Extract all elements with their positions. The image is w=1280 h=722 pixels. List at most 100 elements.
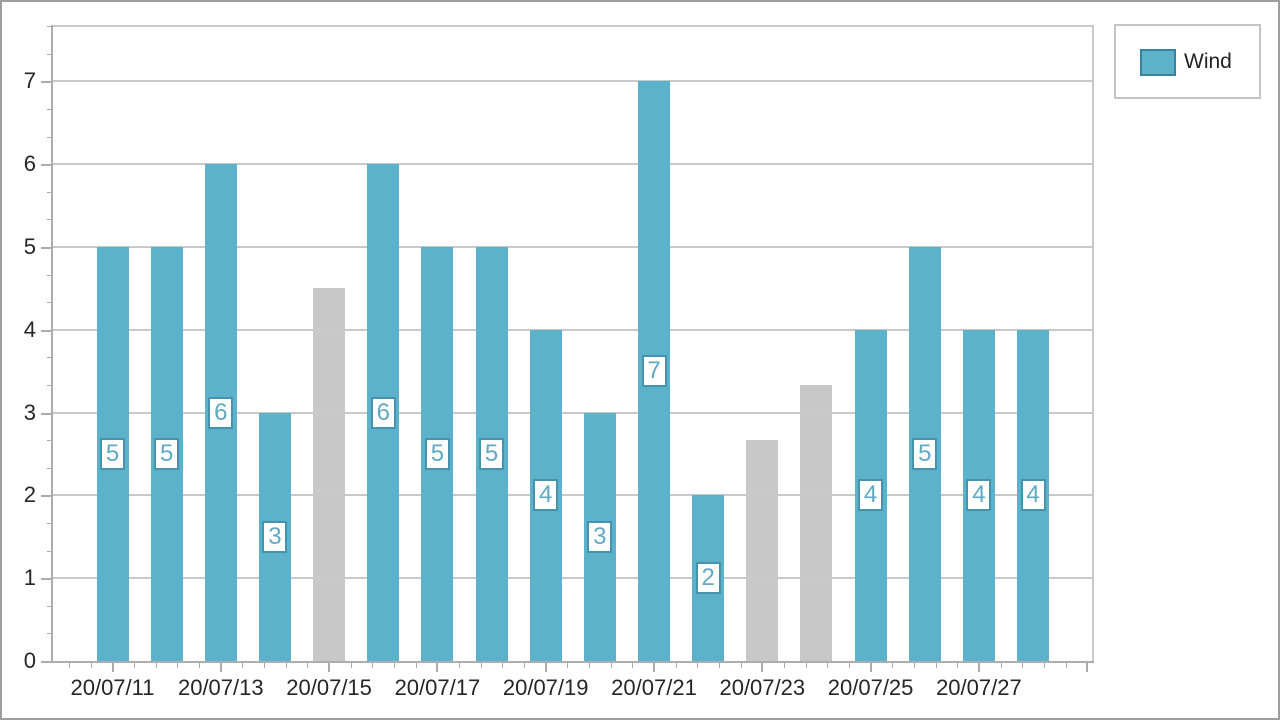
legend-label: Wind: [1184, 50, 1232, 73]
x-axis-label-20/07/15: 20/07/15: [286, 675, 372, 700]
gridline-y-6: [52, 163, 1094, 166]
x-axis-label-20/07/23: 20/07/23: [719, 675, 806, 700]
gridline-y-7: [52, 80, 1094, 83]
legend[interactable]: Wind: [1114, 24, 1261, 99]
x-minor-tick: [935, 663, 937, 668]
y-major-tick-5: [41, 247, 51, 249]
y-axis-label-4: 4: [23, 316, 36, 342]
gridline-y-5: [52, 246, 1094, 248]
x-minor-tick: [350, 663, 352, 668]
x-minor-tick: [610, 663, 612, 668]
bar-value-label-20/07/12: 5: [154, 438, 180, 470]
x-major-tick: [111, 663, 114, 672]
x-major-tick: [544, 663, 547, 672]
y-minor-tick: [47, 633, 51, 635]
x-major-tick: [328, 663, 331, 672]
y-major-tick-2: [41, 495, 51, 498]
bar-value-label-20/07/16: 6: [370, 396, 396, 429]
x-minor-tick: [827, 663, 829, 668]
x-major-tick: [219, 663, 222, 672]
x-minor-tick: [372, 663, 374, 668]
y-minor-tick: [47, 219, 51, 221]
x-minor-tick: [1022, 663, 1024, 668]
x-minor-tick: [459, 663, 461, 668]
plot-right-border: [1092, 25, 1094, 663]
x-major-tick: [1086, 663, 1089, 672]
x-minor-tick: [177, 663, 179, 668]
plot-top-border: [52, 25, 1094, 27]
y-axis-label-2: 2: [23, 482, 36, 508]
x-axis-label-20/07/25: 20/07/25: [827, 675, 914, 700]
x-minor-tick: [264, 663, 266, 668]
x-minor-tick: [199, 663, 201, 668]
x-minor-tick: [415, 663, 417, 668]
x-major-tick: [869, 663, 872, 672]
x-axis-label-20/07/19: 20/07/19: [502, 675, 589, 700]
y-major-tick-6: [41, 164, 51, 167]
x-axis-label-20/07/21: 20/07/21: [611, 675, 697, 700]
x-axis-label-20/07/17: 20/07/17: [394, 675, 481, 700]
x-minor-tick: [675, 663, 677, 668]
y-minor-tick: [47, 357, 51, 359]
y-axis-label-1: 1: [23, 565, 36, 591]
bar-value-label-20/07/27: 4: [966, 479, 992, 512]
gridline-y-1: [52, 577, 1094, 580]
x-minor-tick: [740, 663, 742, 668]
gridline-y-4: [52, 328, 1094, 331]
x-minor-tick: [155, 663, 157, 668]
x-minor-tick: [134, 663, 136, 668]
x-minor-tick: [632, 663, 634, 668]
x-major-tick: [653, 663, 655, 672]
y-minor-tick: [47, 109, 51, 110]
bar-value-label-20/07/26: 5: [912, 438, 938, 470]
y-major-tick-0: [41, 661, 51, 663]
x-minor-tick: [1000, 663, 1002, 668]
y-major-tick-7: [41, 81, 51, 84]
x-minor-tick: [307, 663, 309, 668]
x-minor-tick: [783, 663, 785, 668]
x-axis-line: [50, 661, 1094, 663]
gridline-y-3: [52, 411, 1094, 414]
x-minor-tick: [242, 663, 244, 668]
gridline-y-2: [52, 494, 1094, 497]
x-minor-tick: [848, 663, 850, 668]
y-minor-tick: [47, 136, 51, 138]
y-minor-tick: [47, 26, 51, 28]
y-minor-tick: [47, 302, 51, 304]
bar-value-label-20/07/11: 5: [100, 438, 125, 470]
x-minor-tick: [1065, 663, 1067, 668]
bar-value-label-20/07/22: 2: [695, 562, 721, 595]
x-major-tick: [436, 663, 439, 672]
y-major-tick-3: [41, 412, 51, 415]
bar-value-label-20/07/14: 3: [262, 520, 288, 553]
y-minor-tick: [47, 605, 51, 607]
x-minor-tick: [589, 663, 591, 668]
bar-value-label-20/07/18: 5: [479, 438, 505, 470]
bar-muted-20/07/23[interactable]: [746, 439, 779, 661]
legend-swatch-wind: [1140, 49, 1176, 76]
x-axis-label-20/07/13: 20/07/13: [177, 675, 264, 700]
x-axis-label-20/07/27: 20/07/27: [936, 675, 1022, 700]
y-axis-label-6: 6: [23, 151, 36, 177]
x-minor-tick: [913, 663, 915, 668]
y-minor-tick: [47, 467, 51, 469]
x-minor-tick: [285, 663, 287, 668]
bar-muted-20/07/15[interactable]: [313, 288, 346, 661]
y-minor-tick: [47, 385, 51, 386]
x-minor-tick: [524, 663, 526, 668]
x-minor-tick: [567, 663, 569, 668]
x-minor-tick: [892, 663, 894, 668]
x-major-tick: [761, 663, 764, 672]
x-major-tick: [977, 663, 980, 672]
y-axis-label-0: 0: [23, 648, 36, 673]
bar-value-label-20/07/28: 4: [1020, 479, 1046, 512]
x-minor-tick: [718, 663, 720, 668]
x-minor-tick: [805, 663, 807, 668]
y-minor-tick: [47, 440, 51, 442]
bar-muted-20/07/24[interactable]: [800, 385, 833, 661]
y-minor-tick: [47, 191, 51, 193]
bar-value-label-20/07/19: 4: [533, 479, 559, 512]
x-minor-tick: [957, 663, 959, 668]
